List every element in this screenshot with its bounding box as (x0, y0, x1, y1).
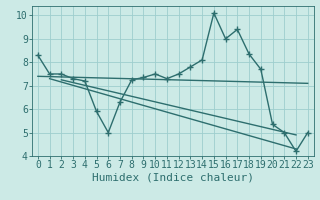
X-axis label: Humidex (Indice chaleur): Humidex (Indice chaleur) (92, 173, 254, 183)
